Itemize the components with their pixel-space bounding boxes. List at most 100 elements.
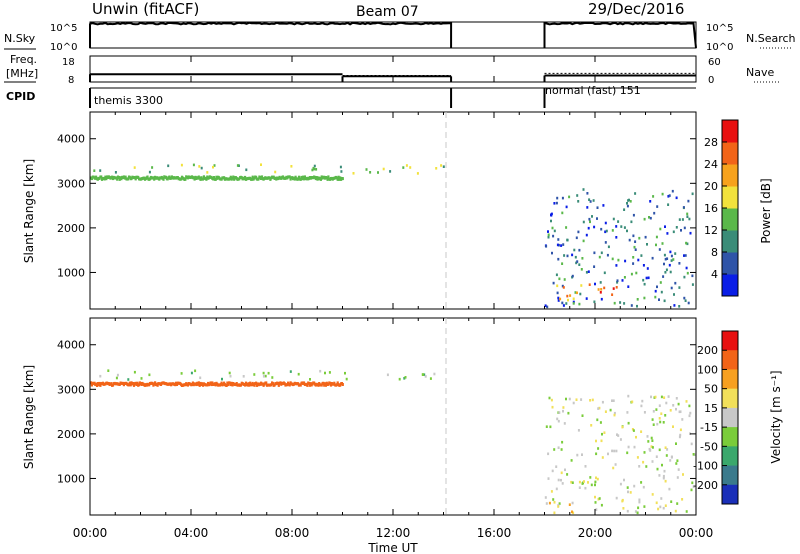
data-point	[551, 226, 554, 230]
data-point	[658, 417, 661, 420]
data-point	[630, 272, 633, 276]
data-point	[643, 411, 646, 414]
data-point	[643, 217, 646, 221]
y-tick-label: 2000	[57, 428, 85, 441]
data-point	[575, 261, 578, 265]
data-point	[574, 291, 577, 294]
data-point	[572, 401, 575, 405]
data-point	[223, 176, 226, 180]
data-point	[658, 474, 661, 477]
data-point	[140, 377, 143, 380]
data-point	[649, 200, 652, 203]
data-point	[127, 378, 130, 381]
data-point	[562, 286, 565, 289]
data-point	[250, 177, 253, 181]
data-point	[630, 304, 633, 307]
data-point	[571, 501, 574, 505]
data-point	[576, 291, 578, 295]
data-point	[593, 300, 596, 304]
data-point	[642, 460, 645, 464]
data-point	[153, 177, 156, 181]
data-point	[329, 381, 332, 385]
colorbar-tick-label: -50	[700, 440, 718, 453]
data-point	[255, 175, 258, 179]
data-point	[663, 262, 665, 266]
data-point	[669, 250, 672, 254]
data-point	[643, 282, 646, 286]
data-point	[557, 257, 560, 261]
data-point	[623, 226, 626, 229]
data-point	[678, 286, 681, 289]
data-point	[635, 435, 637, 439]
data-point	[365, 168, 368, 171]
data-point	[641, 399, 644, 403]
data-point	[600, 439, 603, 443]
data-point	[605, 229, 608, 233]
data-point	[597, 288, 600, 291]
data-point	[578, 480, 581, 484]
data-point	[627, 285, 630, 288]
data-point	[599, 291, 602, 294]
velocity-colorbar: 200 100 50 15 -15 -50 -100 -200	[693, 330, 739, 505]
colorbar-segment	[722, 427, 738, 447]
data-point	[315, 176, 318, 179]
data-point	[607, 245, 610, 249]
data-point	[167, 164, 170, 168]
data-point	[299, 383, 302, 387]
data-point	[556, 243, 559, 247]
colorbar-tick-label: -15	[700, 421, 718, 434]
data-point	[570, 480, 573, 484]
data-point	[660, 497, 663, 500]
data-point	[678, 218, 681, 221]
cpid-entry-1: normal (fast) 151	[545, 84, 641, 97]
data-point	[210, 383, 213, 387]
data-point	[315, 168, 318, 171]
data-point	[588, 217, 591, 221]
data-point	[603, 431, 606, 434]
data-point	[682, 206, 685, 209]
data-point	[297, 372, 300, 376]
data-point	[328, 371, 331, 374]
data-point	[568, 503, 571, 506]
data-point	[616, 281, 619, 284]
data-point	[595, 439, 597, 443]
data-point	[678, 435, 681, 439]
data-point	[683, 296, 686, 300]
data-point	[260, 177, 263, 180]
data-point	[596, 418, 599, 422]
data-point	[260, 163, 262, 166]
nave-lines	[342, 72, 696, 76]
data-point	[95, 175, 98, 179]
data-point	[340, 170, 343, 173]
data-point	[549, 425, 552, 429]
data-point	[274, 170, 277, 174]
data-point	[547, 230, 549, 233]
noise-panel: N.Sky 10^5 10^0 10^5 10^0 N.Search	[4, 21, 796, 53]
data-point	[98, 381, 101, 385]
data-point	[684, 254, 687, 257]
data-point	[664, 225, 666, 228]
data-point	[339, 165, 342, 169]
data-point	[442, 165, 445, 168]
data-point	[567, 411, 570, 415]
velocity-colorbar-label: Velocity [m s⁻¹]	[769, 370, 783, 463]
data-point	[151, 166, 154, 169]
data-point	[404, 376, 407, 379]
data-point	[596, 217, 598, 220]
data-point	[629, 200, 632, 203]
data-point	[668, 487, 671, 491]
data-point	[651, 418, 654, 421]
data-point	[306, 383, 309, 387]
freq-panel: Freq. [MHz] 18 8 60 0 Nave	[4, 53, 780, 86]
data-point	[667, 203, 670, 206]
cpid-panel: CPID themis 3300 normal (fast) 151	[6, 84, 696, 108]
data-point	[192, 163, 195, 167]
data-point	[248, 383, 251, 387]
data-point	[128, 381, 131, 385]
data-point	[632, 262, 635, 265]
data-point	[588, 283, 591, 286]
noise-right-label: N.Search	[746, 32, 796, 45]
data-point	[601, 432, 603, 436]
data-point	[561, 440, 564, 444]
data-point	[290, 165, 293, 168]
